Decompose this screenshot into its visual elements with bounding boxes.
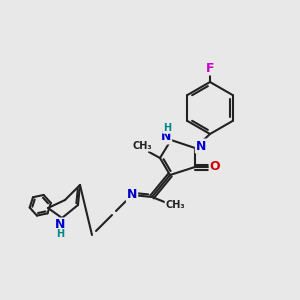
Text: H: H [56,229,64,239]
Text: N: N [196,140,206,152]
Text: CH₃: CH₃ [165,200,185,210]
Text: N: N [127,188,137,202]
Text: N: N [161,130,171,143]
Text: O: O [210,160,220,173]
Text: F: F [206,61,214,74]
Text: N: N [55,218,65,232]
Text: H: H [163,123,171,133]
Text: CH₃: CH₃ [132,141,152,151]
